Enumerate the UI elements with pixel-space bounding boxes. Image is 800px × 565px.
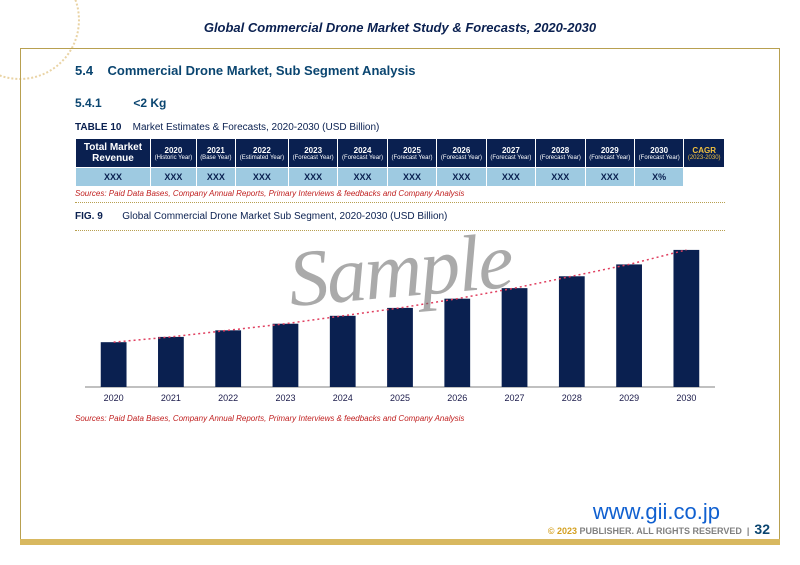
svg-text:2030: 2030 bbox=[676, 393, 696, 403]
page-header-title: Global Commercial Drone Market Study & F… bbox=[0, 0, 800, 43]
svg-text:2025: 2025 bbox=[390, 393, 410, 403]
page-number: 32 bbox=[754, 521, 770, 537]
copyright-text: PUBLISHER. ALL RIGHTS RESERVED bbox=[580, 526, 742, 536]
svg-text:2022: 2022 bbox=[218, 393, 238, 403]
chart-svg: 2020 2021 2022 2023 2024 2025 2026 2027 2028 2029… bbox=[75, 237, 725, 412]
footer-copyright: © 2023 PUBLISHER. ALL RIGHTS RESERVED | … bbox=[548, 521, 770, 537]
footer-bar bbox=[20, 539, 780, 545]
copyright-year: © 2023 bbox=[548, 526, 577, 536]
svg-text:2029: 2029 bbox=[619, 393, 639, 403]
svg-text:2024: 2024 bbox=[333, 393, 353, 403]
svg-text:2027: 2027 bbox=[505, 393, 525, 403]
svg-text:2026: 2026 bbox=[447, 393, 467, 403]
svg-text:2028: 2028 bbox=[562, 393, 582, 403]
bar-chart: 2020 2021 2022 2023 2024 2025 2026 2027 2028 2029… bbox=[75, 237, 725, 412]
svg-text:2023: 2023 bbox=[275, 393, 295, 403]
svg-text:2021: 2021 bbox=[161, 393, 181, 403]
svg-text:2020: 2020 bbox=[104, 393, 124, 403]
